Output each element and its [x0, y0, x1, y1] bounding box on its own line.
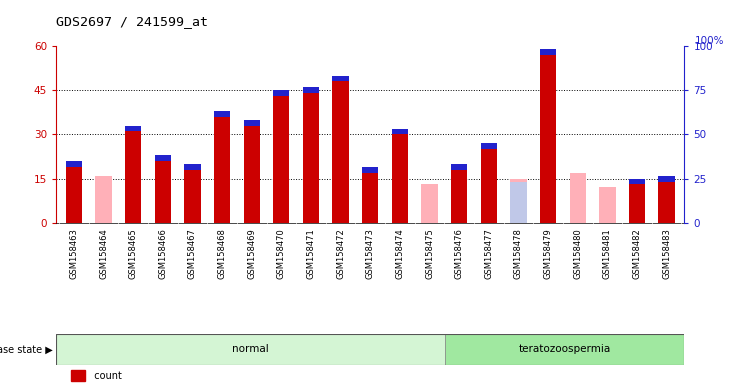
Bar — [303, 87, 319, 93]
Bar — [510, 179, 527, 223]
Y-axis label: 100%: 100% — [695, 36, 724, 46]
Bar — [244, 120, 260, 223]
Bar — [56, 334, 445, 365]
Text: GSM158466: GSM158466 — [159, 228, 168, 279]
Text: GSM158479: GSM158479 — [544, 228, 553, 279]
Bar — [421, 184, 438, 223]
Bar — [658, 175, 675, 223]
Text: GSM158472: GSM158472 — [336, 228, 345, 279]
Bar — [362, 167, 378, 223]
Text: normal: normal — [232, 344, 269, 354]
Bar — [244, 120, 260, 126]
Bar — [125, 126, 141, 131]
Text: teratozoospermia: teratozoospermia — [518, 344, 611, 354]
Text: GSM158475: GSM158475 — [425, 228, 434, 279]
Text: GDS2697 / 241599_at: GDS2697 / 241599_at — [56, 15, 208, 28]
Bar — [214, 111, 230, 117]
Text: GSM158467: GSM158467 — [188, 228, 197, 279]
Text: GSM158478: GSM158478 — [514, 228, 523, 279]
Text: GSM158471: GSM158471 — [307, 228, 316, 279]
Text: count: count — [88, 371, 121, 381]
Text: GSM158464: GSM158464 — [99, 228, 108, 279]
Bar — [629, 179, 645, 184]
Text: GSM158473: GSM158473 — [366, 228, 375, 279]
Bar — [392, 129, 408, 134]
Text: GSM158482: GSM158482 — [633, 228, 642, 279]
Text: GSM158480: GSM158480 — [573, 228, 582, 279]
Bar — [155, 155, 171, 223]
Text: GSM158463: GSM158463 — [70, 228, 79, 279]
Bar — [155, 155, 171, 161]
Text: GSM158476: GSM158476 — [455, 228, 464, 279]
Bar — [184, 164, 200, 170]
Bar — [125, 126, 141, 223]
Bar — [451, 164, 468, 170]
Bar — [451, 164, 468, 223]
Bar — [569, 173, 586, 223]
Bar — [332, 76, 349, 81]
Text: GSM158483: GSM158483 — [662, 228, 671, 279]
Bar — [273, 90, 289, 96]
Text: GSM158469: GSM158469 — [247, 228, 257, 279]
Bar — [599, 187, 616, 223]
Bar — [629, 179, 645, 223]
Bar — [362, 167, 378, 173]
Bar — [273, 90, 289, 223]
Bar — [66, 161, 82, 223]
Bar — [481, 143, 497, 149]
Bar — [303, 87, 319, 223]
Bar — [540, 49, 557, 55]
Bar — [392, 129, 408, 223]
Bar — [540, 49, 557, 223]
Text: GSM158470: GSM158470 — [277, 228, 286, 279]
Bar — [66, 161, 82, 167]
Bar — [332, 76, 349, 223]
Bar — [481, 143, 497, 223]
Bar — [510, 182, 527, 223]
Bar — [184, 164, 200, 223]
Bar — [96, 175, 111, 223]
Text: GSM158481: GSM158481 — [603, 228, 612, 279]
Text: GSM158477: GSM158477 — [484, 228, 494, 279]
Text: GSM158474: GSM158474 — [396, 228, 405, 279]
Bar — [445, 334, 684, 365]
Text: GSM158468: GSM158468 — [218, 228, 227, 279]
Bar — [214, 111, 230, 223]
Text: GSM158465: GSM158465 — [129, 228, 138, 279]
Bar — [658, 175, 675, 182]
Text: disease state ▶: disease state ▶ — [0, 344, 52, 354]
